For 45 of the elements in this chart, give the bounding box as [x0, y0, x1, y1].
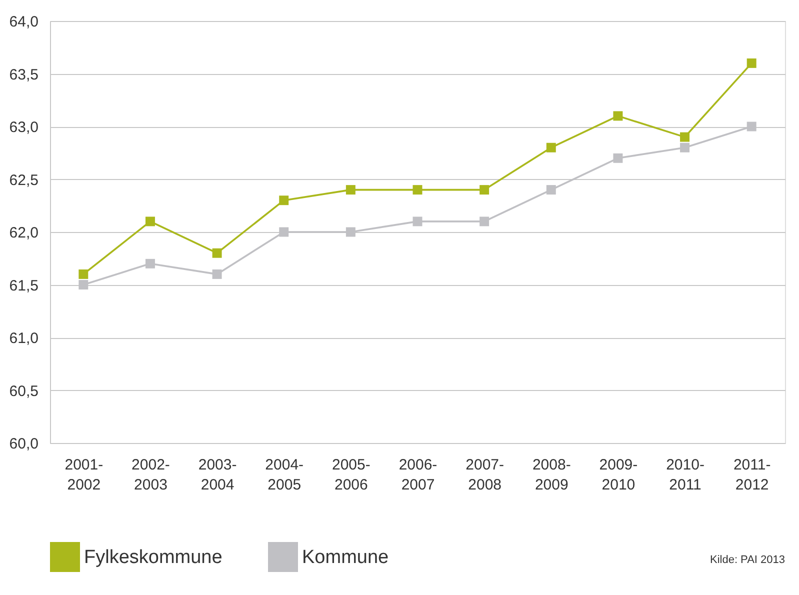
y-tick-label: 61,5	[9, 277, 38, 294]
x-tick-label: 2005-2006	[332, 456, 370, 494]
point	[412, 216, 422, 226]
point	[680, 142, 690, 152]
text: Kilde: PAI 2013	[710, 554, 785, 566]
x-tick-label: 2007-2008	[466, 456, 504, 494]
y-tick-label: 64,0	[9, 14, 38, 30]
point	[680, 132, 690, 142]
legend-label: Kommune	[302, 547, 389, 568]
x-tick-label: 2003-2004	[198, 456, 237, 494]
y-tick-label: 60,5	[9, 382, 38, 400]
y-tick-label: 63,0	[9, 119, 38, 136]
x-tick-label: 2006-2007	[398, 456, 438, 494]
y-tick-label: 61,0	[9, 330, 38, 347]
x-tick-label: 2002-2003	[132, 456, 170, 494]
point	[546, 185, 556, 195]
y-tick-label: 62,5	[9, 172, 38, 189]
point	[212, 248, 222, 258]
point	[279, 196, 289, 206]
point	[613, 111, 623, 121]
point	[480, 216, 490, 226]
y-tick-label: 60,0	[9, 436, 38, 452]
legend-label: Fylkeskommune	[84, 547, 222, 568]
y-tick-label: 63,5	[9, 66, 38, 84]
point	[480, 185, 490, 195]
x-tick-label: 2001-2002	[64, 456, 104, 494]
x-tick-label: 2011-2012	[733, 456, 771, 494]
point	[346, 185, 356, 195]
x-tick-label: 2008-2009	[532, 456, 571, 494]
point	[546, 142, 556, 152]
x-tick-label: 2010-2011	[666, 456, 704, 494]
point	[78, 280, 88, 290]
point	[746, 58, 756, 68]
point	[145, 216, 155, 226]
point	[613, 153, 623, 163]
point	[145, 258, 155, 268]
y-tick-label: 62,0	[9, 224, 38, 242]
point	[346, 227, 356, 237]
point	[412, 185, 422, 195]
point	[212, 269, 222, 279]
point	[279, 227, 289, 237]
x-tick-label: 2004-2005	[265, 456, 304, 494]
point	[746, 122, 756, 132]
x-tick-label: 2009-2010	[599, 456, 638, 494]
point	[78, 269, 88, 279]
